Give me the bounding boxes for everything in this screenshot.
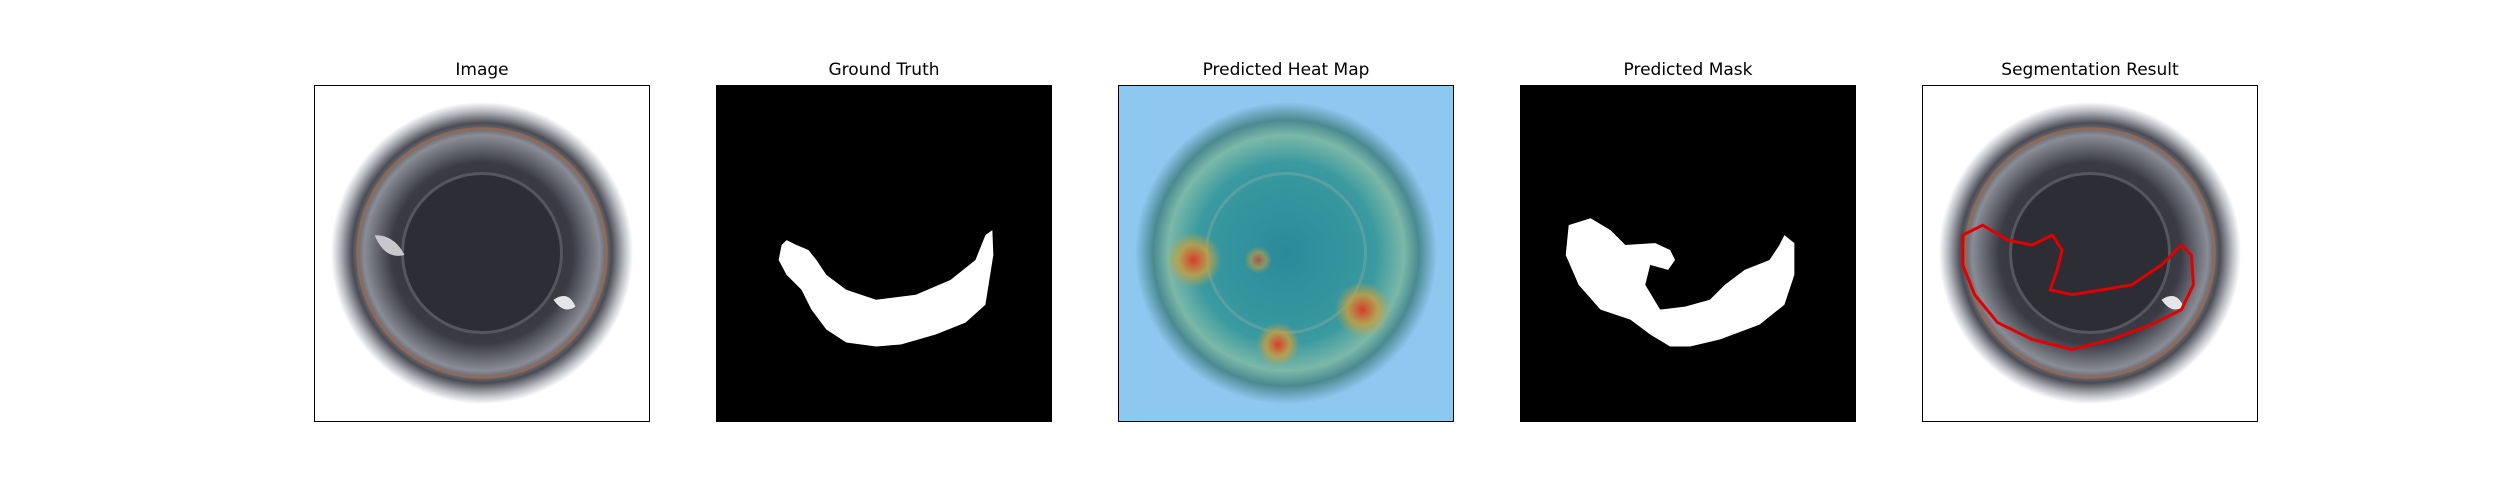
panel-ground-truth: [716, 85, 1052, 422]
predicted-mask: [1521, 86, 1855, 421]
bottle-image: [315, 86, 649, 421]
panel-predicted-mask: [1520, 85, 1856, 422]
panel-title-image: Image: [455, 60, 509, 80]
panel-title-heat-map: Predicted Heat Map: [1202, 60, 1370, 80]
ground-truth-mask: [717, 86, 1051, 421]
panel-segmentation-result: [1922, 85, 2258, 422]
panel-heat-map: [1118, 85, 1454, 422]
segmentation-overlay: [1923, 86, 2257, 421]
segmentation-contour: [1961, 223, 2195, 351]
panel-image: [314, 85, 650, 422]
panel-title-segmentation-result: Segmentation Result: [2001, 60, 2179, 80]
panel-title-predicted-mask: Predicted Mask: [1623, 60, 1753, 80]
ground-truth-region: [778, 230, 994, 347]
heat-map: [1119, 86, 1453, 421]
predicted-region: [1565, 218, 1795, 347]
panel-title-ground-truth: Ground Truth: [828, 60, 940, 80]
